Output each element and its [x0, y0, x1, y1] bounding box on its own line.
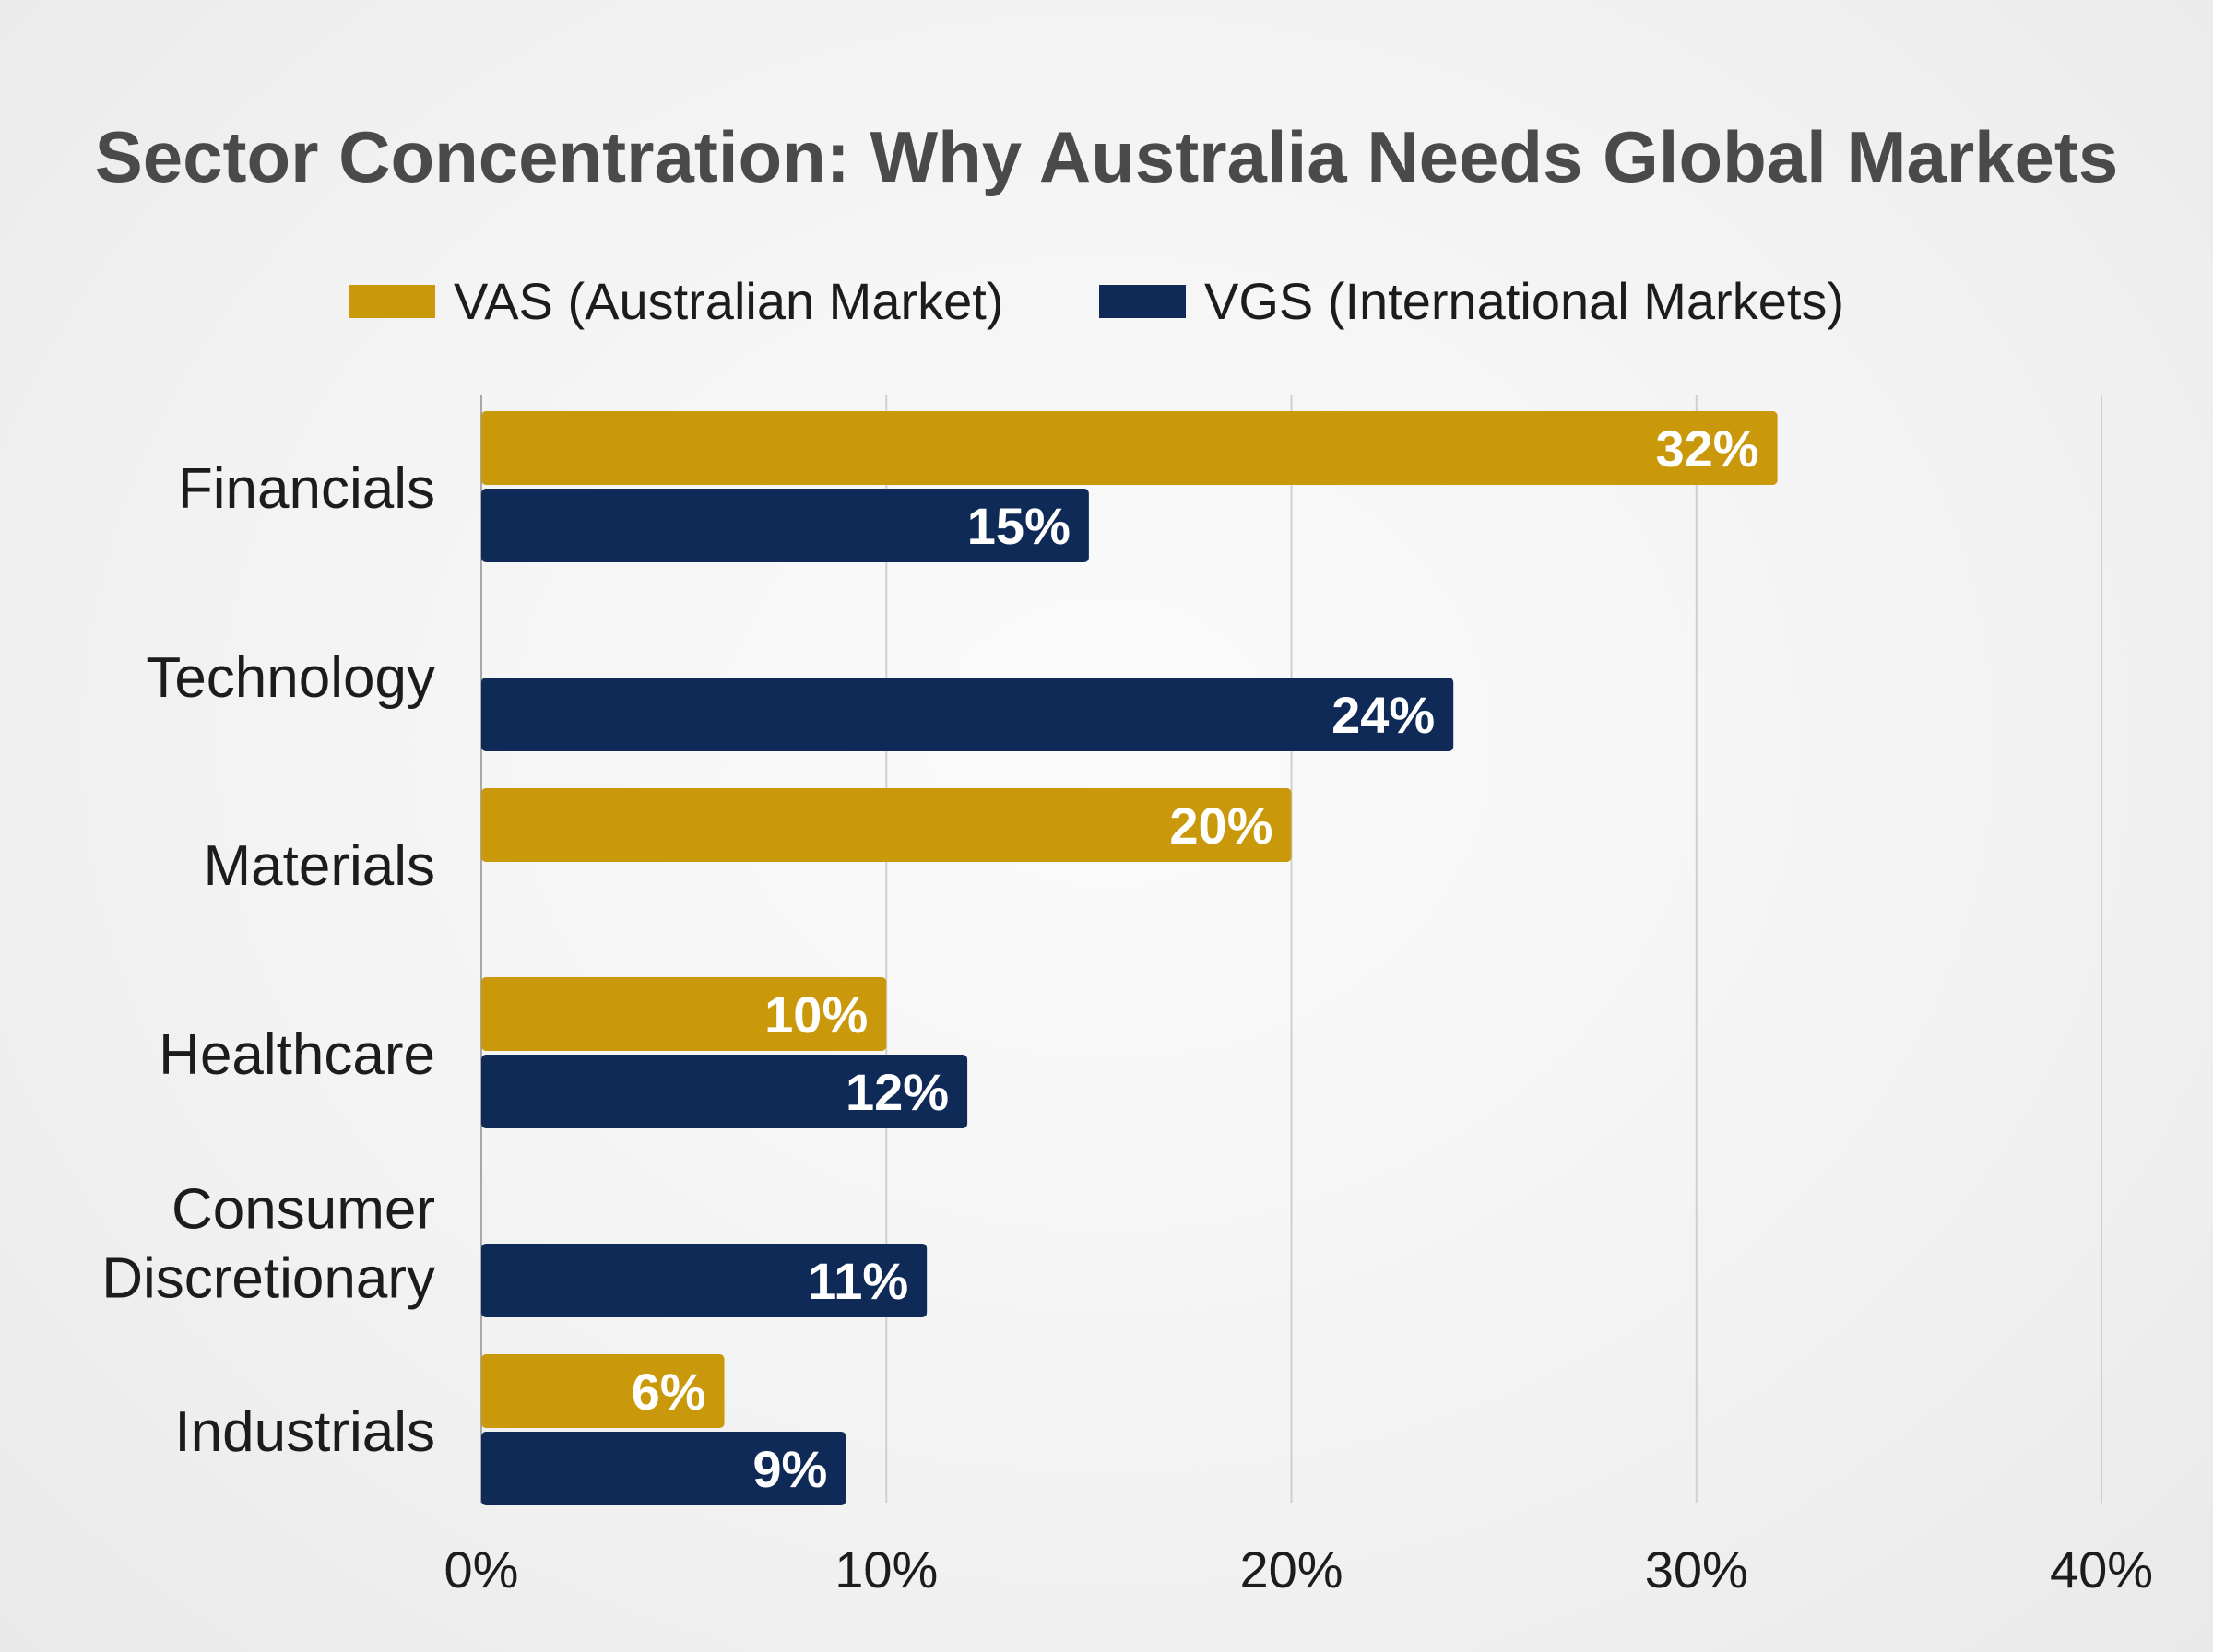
category-labels: Financials Technology Materials Healthcare C… [101, 457, 435, 1464]
x-axis: 0% 10% 20% 30% 40% [444, 1540, 2154, 1599]
x-tick-label-20: 20% [1239, 1540, 1343, 1599]
bar-technology-vgs [481, 678, 1454, 751]
bar-label-industrials-vas: 6% [632, 1363, 706, 1421]
bar-label-technology-vgs: 24% [1331, 686, 1435, 744]
category-label-financials: Financials [178, 457, 435, 521]
bar-label-healthcare-vgs: 12% [846, 1063, 949, 1121]
category-label-materials: Materials [203, 834, 435, 898]
x-tick-label-30: 30% [1645, 1540, 1748, 1599]
legend: VAS (Australian Market) VGS (Internationa… [349, 272, 1844, 330]
bar-label-healthcare-vas: 10% [764, 985, 868, 1044]
bar-healthcare-vgs [481, 1055, 968, 1128]
category-label-consumer-discretionary: Consumer Discretionary [101, 1178, 435, 1311]
legend-swatch-vas-australian-market [349, 285, 435, 318]
bar-label-industrials-vgs: 9% [752, 1440, 827, 1498]
bar-label-financials-vas: 32% [1656, 419, 1759, 478]
bar-label-materials-vas: 20% [1169, 796, 1272, 855]
bar-financials-vas [481, 411, 1778, 485]
x-tick-label-0: 0% [444, 1540, 519, 1599]
bar-financials-vgs [481, 489, 1089, 562]
category-label-industrials: Industrials [174, 1400, 435, 1464]
x-tick-label-40: 40% [2050, 1540, 2153, 1599]
bar-industrials-vas [481, 1354, 725, 1428]
bar-materials-vas [481, 788, 1292, 862]
bar-label-consumer-discretionary-vgs: 11% [808, 1252, 908, 1310]
gridlines [480, 395, 2102, 1503]
chart-title: Sector Concentration: Why Australia Need… [94, 116, 2119, 197]
category-label-technology: Technology [146, 646, 435, 710]
bar-label-financials-vgs: 15% [967, 497, 1071, 555]
legend-label-vgs-international-markets: VGS (International Markets) [1204, 272, 1844, 330]
bar-healthcare-vas [481, 977, 887, 1051]
legend-swatch-vgs-international-markets [1099, 285, 1186, 318]
bars: 32% 15% 24% 20% 10% 12% 11% 6% 9% [481, 411, 1778, 1505]
legend-label-vas-australian-market: VAS (Australian Market) [454, 272, 1003, 330]
category-label-healthcare: Healthcare [159, 1023, 435, 1087]
x-tick-label-10: 10% [834, 1540, 938, 1599]
bar-consumer-discretionary-vgs [481, 1244, 928, 1317]
bar-industrials-vgs [481, 1432, 846, 1505]
